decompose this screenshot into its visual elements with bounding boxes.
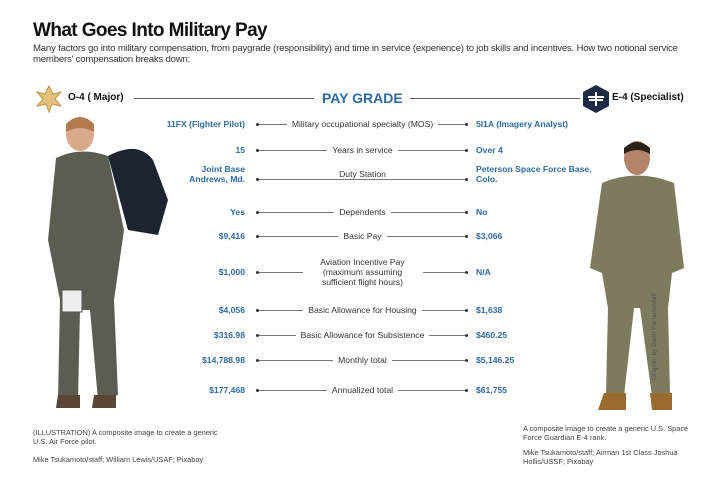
o4-value: 11FX (Fighter Pilot) xyxy=(166,119,245,129)
e4-value: $3,066 xyxy=(476,231,503,241)
double-arrow xyxy=(256,177,468,181)
left-caption: (ILLUSTRATION) A composite image to crea… xyxy=(33,428,218,446)
page-title: What Goes Into Military Pay xyxy=(33,20,268,41)
row-label: Basic Pay xyxy=(260,231,465,241)
o4-value: 15 xyxy=(235,145,245,155)
row-label: Dependents xyxy=(260,207,465,217)
right-credit: Mike Tsukamoto/staff; Airman 1st Class J… xyxy=(523,448,678,466)
row-label: Basic Allowance for Subsistence xyxy=(260,330,465,340)
o4-value: $14,788.98 xyxy=(201,355,245,365)
row-label: Duty Station xyxy=(260,169,465,179)
left-rank: O-4 ( Major) xyxy=(68,92,124,103)
o4-value: $4,056 xyxy=(218,305,245,315)
e4-value: $5,146.25 xyxy=(476,355,515,365)
o4-value: Yes xyxy=(230,207,245,217)
o4-value: Joint Base Andrews, Md. xyxy=(189,164,245,184)
right-caption: A composite image to create a generic U.… xyxy=(523,424,689,442)
o4-value: $177,468 xyxy=(209,385,245,395)
divider-line xyxy=(410,98,580,99)
oak-leaf-insignia-icon xyxy=(35,84,63,114)
e4-value: 5I1A (Imagery Analyst) xyxy=(476,119,569,129)
e4-value: No xyxy=(476,207,488,217)
row-label: Monthly total xyxy=(260,355,465,365)
e4-value: $1,638 xyxy=(476,305,503,315)
left-credit: Mike Tsukamoto/staff; William Lewis/USAF… xyxy=(33,455,204,464)
row-label: Military occupational specialty (MOS) xyxy=(260,119,465,129)
space-force-e4-insignia-icon xyxy=(583,85,609,113)
space-force-guardian-image xyxy=(590,141,684,410)
graphic-credit: Graphic by Dash Parham/staff xyxy=(651,293,658,380)
o4-value: $9,416 xyxy=(218,231,245,241)
pay-grade-heading: PAY GRADE xyxy=(322,90,403,106)
e4-value: $460.25 xyxy=(476,330,508,340)
row-label: Years in service xyxy=(260,145,465,155)
row-label: Basic Allowance for Housing xyxy=(260,305,465,315)
divider-line xyxy=(134,98,314,99)
air-force-pilot-image xyxy=(48,117,168,408)
right-rank: E-4 (Specialist) xyxy=(612,92,684,103)
e4-value: Peterson Space Force Base, Colo. xyxy=(476,164,592,184)
e4-value: $61,755 xyxy=(476,385,508,395)
row-label: Annualized total xyxy=(260,385,465,395)
row-label: Aviation Incentive Pay (maximum assuming… xyxy=(260,257,465,287)
o4-value: $316.98 xyxy=(213,330,245,340)
o4-value: $1,000 xyxy=(218,267,245,277)
description: Many factors go into military compensati… xyxy=(33,43,678,65)
e4-value: N/A xyxy=(476,267,491,277)
e4-value: Over 4 xyxy=(476,145,503,155)
